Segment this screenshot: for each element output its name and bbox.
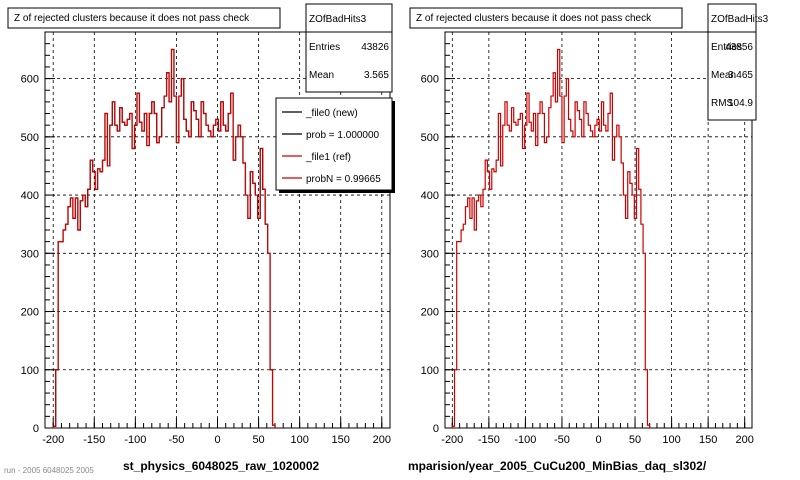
y-tick-label: 0: [433, 423, 439, 435]
legend-entry-label: probN = 0.99665: [306, 174, 381, 185]
x-tick-label: -100: [124, 434, 146, 446]
x-tick-label: -200: [441, 434, 463, 446]
y-tick-label: 300: [21, 248, 39, 260]
y-tick-label: 200: [21, 307, 39, 319]
chart-title: Z of rejected clusters because it does n…: [14, 13, 250, 24]
x-tick-label: 150: [332, 434, 350, 446]
chart-title: Z of rejected clusters because it does n…: [416, 13, 652, 24]
x-tick-label: 50: [629, 434, 641, 446]
x-tick-label: -100: [514, 434, 536, 446]
histogram-series--file1-ref-: [52, 48, 276, 428]
y-tick-label: 600: [421, 74, 439, 86]
y-tick-label: 600: [21, 74, 39, 86]
y-tick-label: 500: [21, 132, 39, 144]
stats-label: Entries: [711, 42, 742, 53]
x-tick-label: 0: [214, 434, 220, 446]
legend-entry-label: _file0 (new): [305, 108, 358, 119]
stats-box: [305, 3, 393, 93]
x-tick-label: 150: [699, 434, 717, 446]
y-tick-label: 300: [421, 248, 439, 260]
histogram-panel-1: [7, 3, 395, 429]
x-tick-label: 0: [595, 434, 601, 446]
title-box: [409, 7, 683, 29]
stats-name: ZOfBadHits3: [711, 14, 769, 25]
y-tick-label: 500: [421, 132, 439, 144]
y-tick-label: 100: [421, 365, 439, 377]
stats-label: Entries: [309, 42, 340, 53]
x-axis-label: mparision/year_2005_CuCu200_MinBias_daq_…: [408, 459, 707, 473]
x-tick-label: 200: [736, 434, 754, 446]
x-tick-label: -200: [42, 434, 64, 446]
x-tick-label: -50: [554, 434, 570, 446]
stats-value: 3.565: [364, 70, 389, 81]
stats-box: [707, 3, 757, 121]
x-tick-label: 50: [252, 434, 264, 446]
x-tick-label: -50: [168, 434, 184, 446]
y-tick-label: 400: [21, 190, 39, 202]
x-tick-label: 100: [290, 434, 308, 446]
stats-value: 104.9: [728, 98, 753, 109]
y-tick-label: 100: [21, 365, 39, 377]
x-tick-label: -150: [83, 434, 105, 446]
footer-left-text: run - 2005 6048025 2005: [4, 466, 94, 475]
stats-value: 43856: [725, 42, 753, 53]
y-tick-label: 0: [33, 423, 39, 435]
stats-value: 43826: [361, 42, 389, 53]
title-box: [7, 7, 281, 29]
legend-box: [275, 97, 393, 191]
stats-value: 3.465: [728, 70, 753, 81]
x-tick-label: 200: [373, 434, 391, 446]
histogram-series-ref: [451, 48, 651, 428]
stats-name: ZOfBadHits3: [309, 14, 367, 25]
y-tick-label: 400: [421, 190, 439, 202]
stats-label: Mean: [711, 70, 736, 81]
legend-entry-label: prob = 1.000000: [306, 130, 380, 141]
legend-entry-label: _file1 (ref): [305, 152, 351, 163]
stats-label: RMS: [711, 98, 734, 109]
x-axis-label: st_physics_6048025_raw_1020002: [123, 459, 319, 473]
stats-label: Mean: [309, 70, 334, 81]
histogram-panel-2: [409, 3, 757, 429]
x-tick-label: -150: [478, 434, 500, 446]
y-tick-label: 200: [421, 307, 439, 319]
x-tick-label: 100: [662, 434, 680, 446]
